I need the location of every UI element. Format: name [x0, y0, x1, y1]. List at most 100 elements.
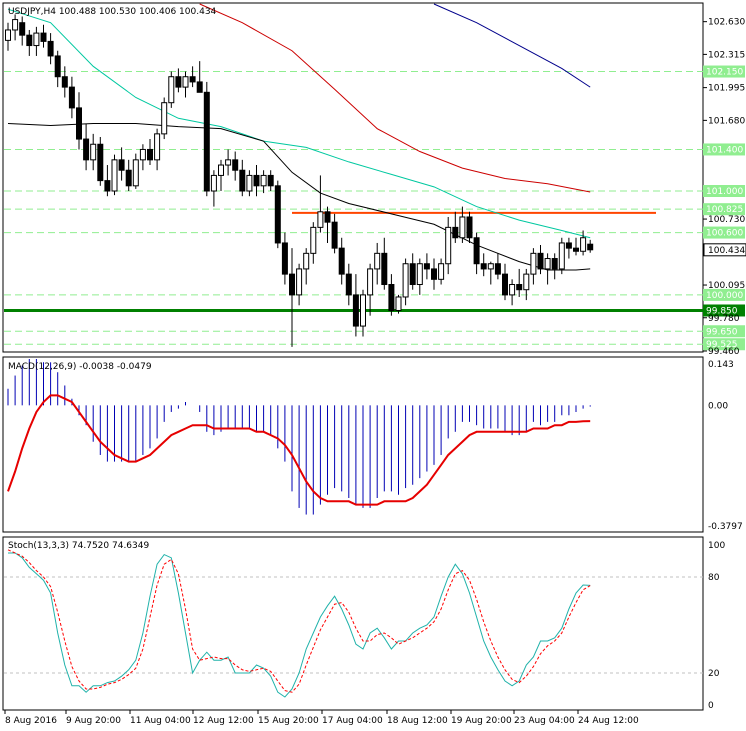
time-tick-label-2: 11 Aug 04:00: [130, 716, 191, 726]
candle-body-78: [558, 242, 565, 270]
candle-body-61: [438, 263, 445, 280]
candle-body-27: [196, 81, 203, 93]
price-tick-label-2: 101.995: [708, 84, 745, 94]
candle-body-33: [239, 169, 246, 192]
time-tick-label-8: 23 Aug 04:00: [514, 716, 575, 726]
candle-body-56: [402, 263, 409, 298]
candle-body-4: [33, 32, 40, 47]
level-tag-label-0: 102.150: [706, 68, 743, 78]
candle-body-50: [360, 294, 366, 327]
candle-body-75: [537, 252, 544, 270]
candle-body-73: [523, 273, 530, 291]
candle-body-42: [303, 252, 310, 270]
candle-body-29: [210, 174, 217, 192]
candle-body-46: [331, 221, 338, 249]
candle-body-16: [118, 159, 125, 171]
candle-body-32: [232, 159, 239, 171]
candle-body-47: [338, 247, 345, 275]
candle-body-31: [225, 159, 232, 166]
candle-body-68: [487, 263, 494, 270]
stoch-pane: 100 80 20 0: [4, 541, 725, 711]
level-tag-2: [703, 185, 745, 198]
candle-body-26: [189, 76, 196, 83]
candle-body-3: [26, 34, 33, 47]
level-tag-6: [703, 304, 745, 317]
candle-body-81: [580, 237, 587, 252]
candle-body-80: [573, 247, 579, 252]
candle-body-67: [480, 263, 487, 270]
macd-signal-line: [7, 394, 591, 506]
price-tick-label-8: 99.460: [708, 347, 740, 357]
level-tag-0: [703, 65, 745, 78]
candle-body-25: [182, 76, 189, 88]
candle-body-72: [516, 284, 523, 291]
candle-body-0: [5, 29, 11, 41]
candle-body-77: [551, 258, 558, 270]
candle-body-49: [352, 294, 359, 327]
candle-body-18: [132, 159, 139, 187]
candle-body-52: [374, 252, 381, 270]
macd-pane-frame: [2, 356, 704, 533]
price-pane-frame: [2, 2, 704, 353]
candle-body-35: [253, 174, 260, 187]
candle-body-15: [111, 159, 118, 192]
candle-body-76: [544, 258, 551, 270]
stoch-title: Stoch(13,3,3) 74.7520 74.6349: [8, 541, 149, 551]
stoch-tick-label-2: 20: [708, 669, 720, 679]
stoch-tick-label-0: 100: [708, 541, 725, 551]
price-tick-label-1: 102.315: [708, 50, 745, 60]
level-tag-5: [703, 288, 745, 301]
time-tick-label-4: 15 Aug 20:00: [258, 716, 319, 726]
candle-body-19: [139, 148, 146, 161]
candle-body-71: [509, 284, 516, 296]
candle-body-22: [161, 102, 168, 135]
price-title: USDJPY,H4 100.488 100.530 100.406 100.43…: [8, 7, 217, 17]
ma-line-2: [199, 3, 591, 193]
price-tick-label-5: 100.434: [708, 246, 745, 256]
candle-body-10: [76, 107, 82, 140]
candle-body-23: [168, 76, 175, 104]
candle-body-65: [466, 216, 473, 239]
level-tag-label-4: 100.600: [706, 229, 743, 239]
candle-body-1: [12, 19, 19, 31]
level-tag-4: [703, 226, 745, 239]
level-tag-label-8: 99.525: [706, 340, 738, 350]
candle-body-51: [367, 268, 374, 296]
stoch-pane-frame: [2, 536, 704, 711]
stoch-line-1: [7, 549, 591, 693]
candle-body-5: [40, 32, 47, 42]
candle-body-36: [260, 174, 267, 187]
time-axis: 8 Aug 2016 9 Aug 20:00 11 Aug 04:00 12 Aug …: [4, 710, 639, 726]
candle-body-53: [381, 252, 388, 286]
price-pane: 102.150 101.400 101.000 100.825 100.600 100.0…: [4, 3, 746, 357]
level-tag-label-2: 101.000: [706, 187, 743, 197]
candle-body-9: [68, 86, 75, 109]
candle-body-14: [104, 180, 111, 192]
candle-body-57: [409, 263, 416, 286]
candle-body-43: [310, 226, 317, 254]
level-tag-label-3: 100.825: [706, 205, 743, 215]
macd-title: MACD(12,26,9) -0.0038 -0.0479: [8, 362, 152, 372]
candle-body-38: [274, 185, 281, 244]
time-tick-label-0: 8 Aug 2016: [5, 716, 57, 726]
price-tick-label-7: 99.780: [708, 314, 740, 324]
level-tag-label-5: 100.000: [706, 291, 743, 301]
candle-body-66: [473, 237, 480, 265]
candle-body-34: [246, 174, 253, 192]
candle-body-30: [218, 164, 224, 176]
candle-body-79: [565, 242, 572, 249]
candle-body-20: [147, 148, 153, 161]
level-tag-label-1: 101.400: [706, 145, 743, 155]
candle-body-82: [587, 243, 594, 251]
time-tick-label-1: 9 Aug 20:00: [66, 716, 121, 726]
time-tick-label-6: 18 Aug 12:00: [387, 716, 448, 726]
candle-body-69: [494, 263, 501, 275]
candle-body-2: [19, 22, 26, 36]
price-tick-label-4: 100.730: [708, 215, 745, 225]
candle-body-17: [125, 169, 132, 187]
candle-body-40: [289, 273, 295, 296]
candle-body-37: [267, 174, 274, 187]
candle-body-39: [281, 242, 288, 275]
level-tag-1: [703, 143, 745, 156]
